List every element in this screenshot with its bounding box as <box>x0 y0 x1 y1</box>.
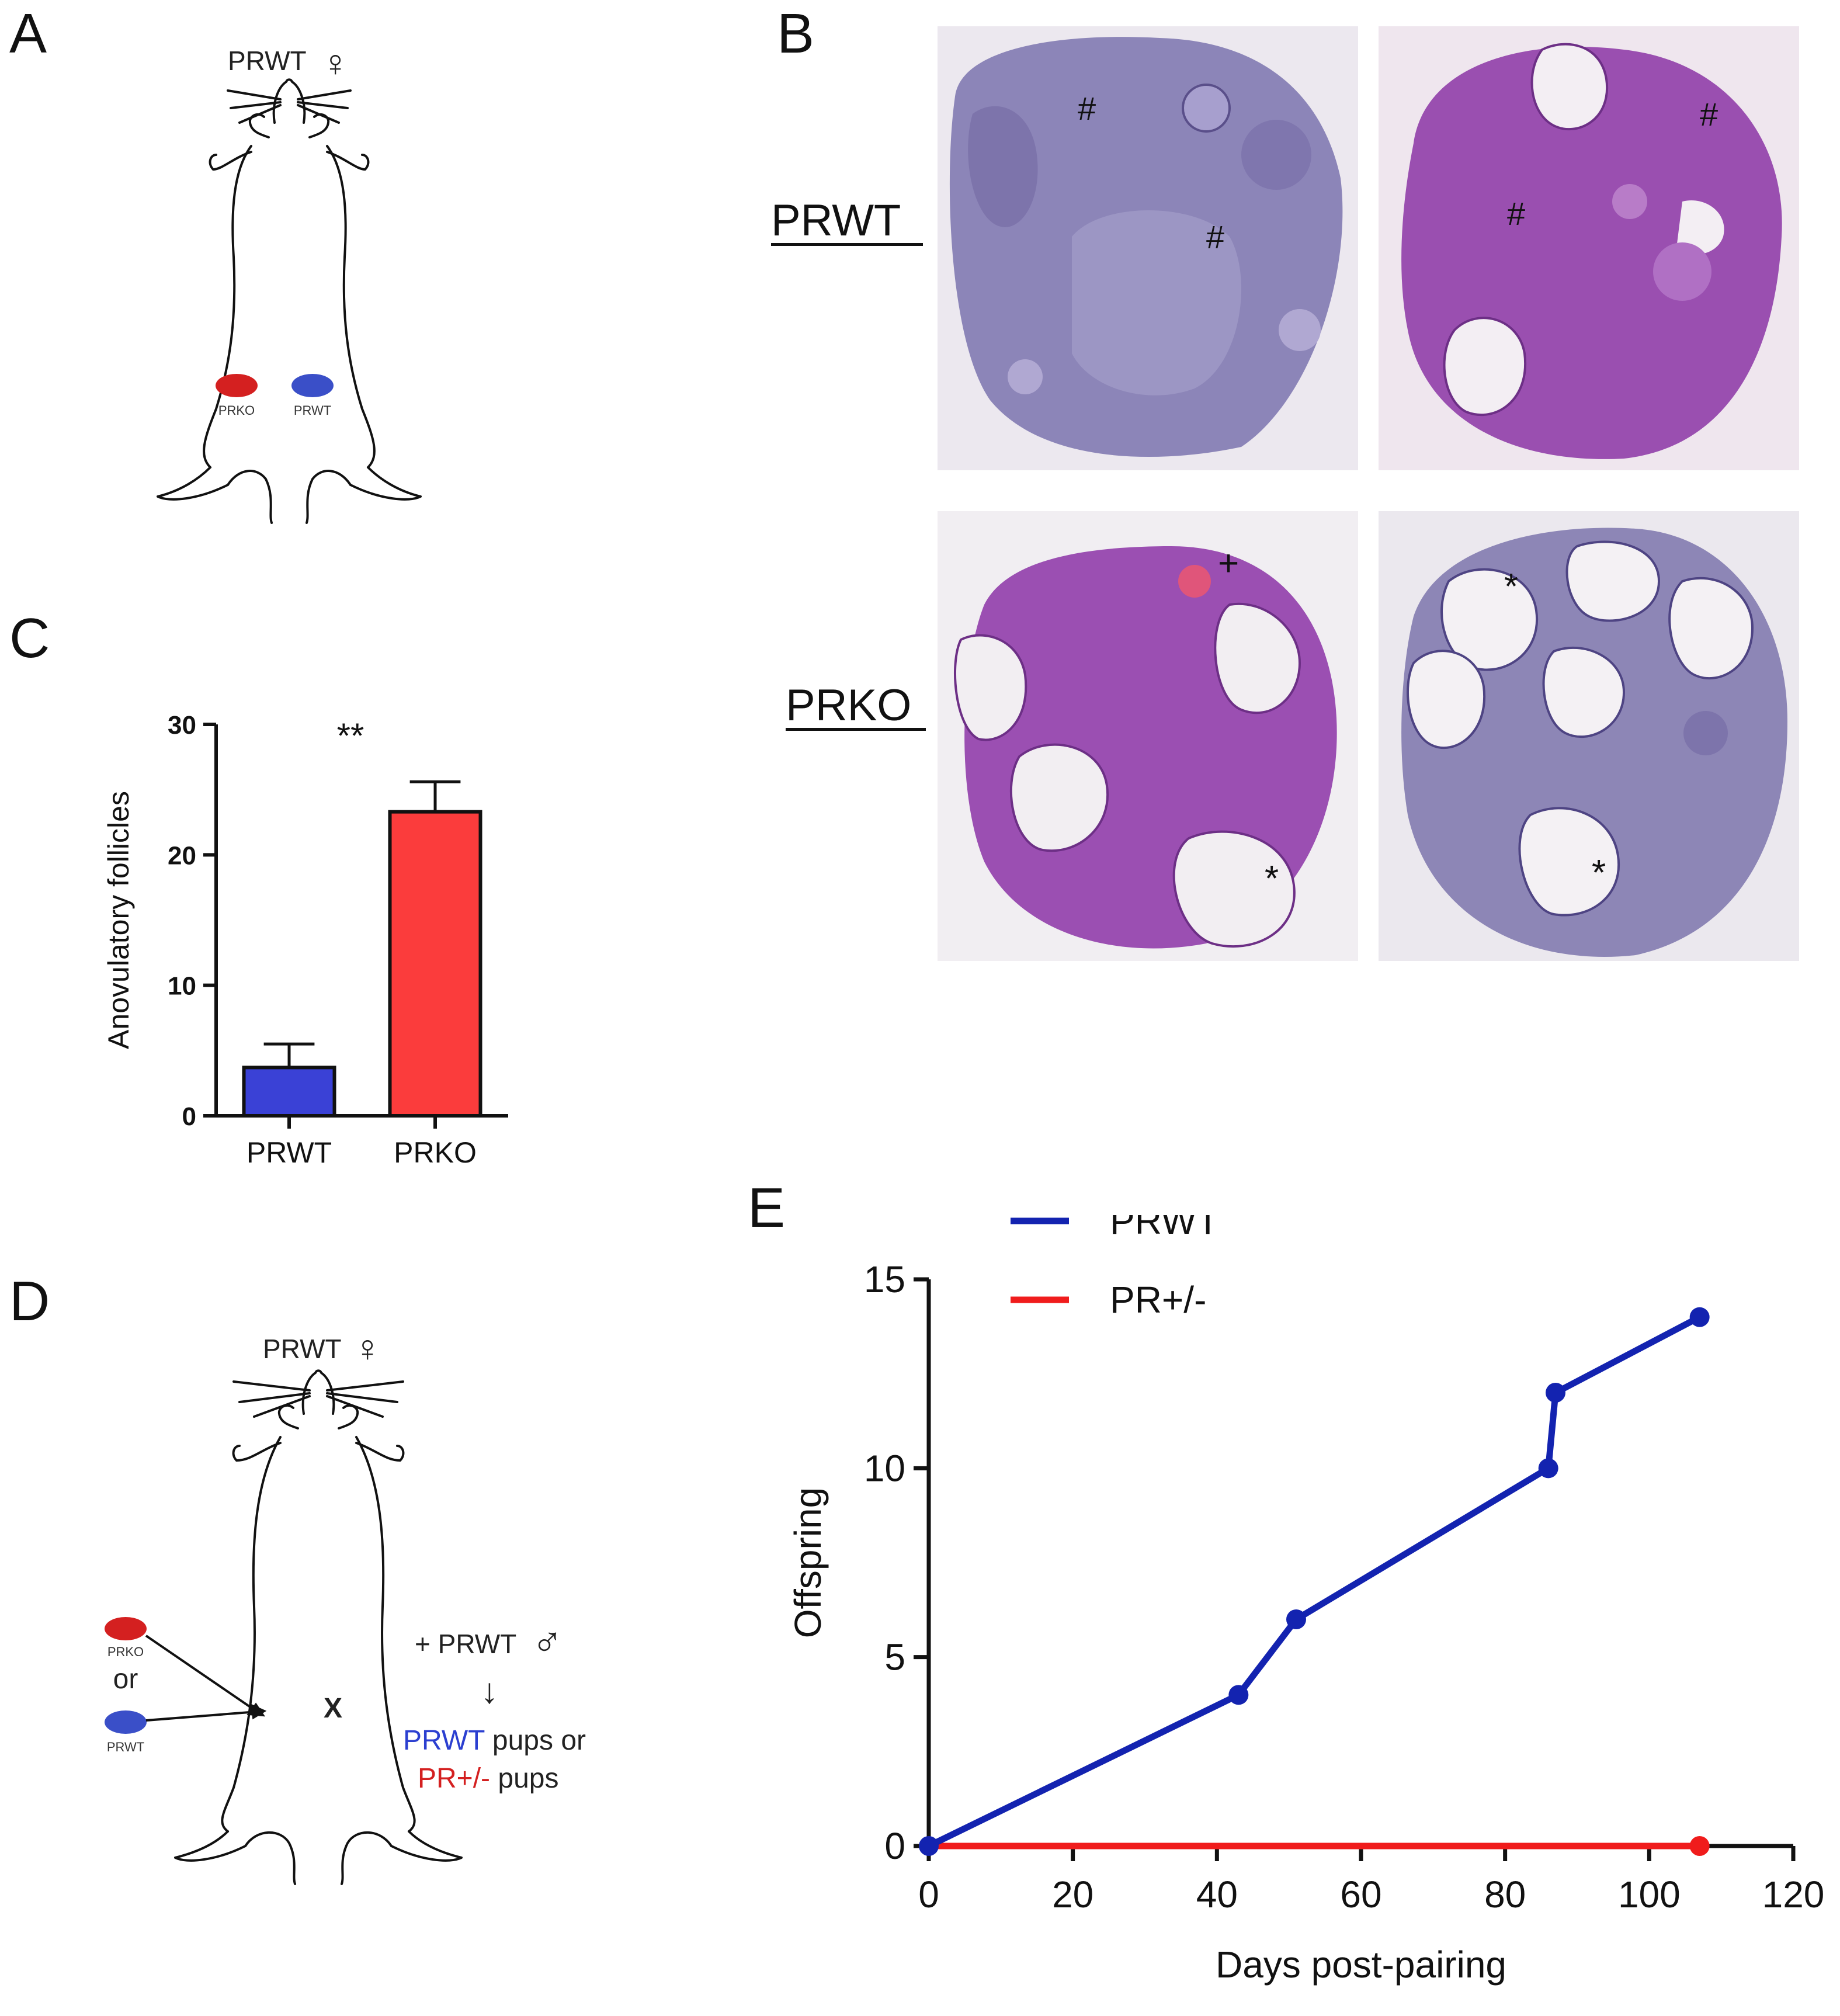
e-point-prwt <box>1228 1685 1249 1705</box>
bar-chart-significance: ** <box>337 716 364 755</box>
female-label-a: PRWT <box>228 46 307 76</box>
e-ytick-label: 5 <box>884 1636 905 1678</box>
panel-label-a: A <box>9 2 47 65</box>
outcome-prhet-colored: PR+/- <box>418 1763 490 1794</box>
marker-hash-2: # <box>1206 218 1224 255</box>
e-point-prwt <box>919 1836 939 1856</box>
line-chart-ylabel: Offspring <box>787 1487 829 1639</box>
e-xtick-label: 60 <box>1340 1873 1381 1916</box>
e-point-prwt <box>1286 1609 1306 1629</box>
e-point-prwt <box>1546 1383 1565 1403</box>
graft-prwt-ellipse-a <box>291 374 334 397</box>
e-xtick-label: 20 <box>1052 1873 1093 1916</box>
female-label-d: PRWT <box>263 1334 342 1364</box>
c-bar-prko <box>388 810 482 1118</box>
e-legend-label-prwt: PRWT <box>1110 1215 1219 1242</box>
male-symbol-d: ♂ <box>532 1619 563 1665</box>
row-label-prwt-underline: PRWT <box>771 199 923 246</box>
graft-prko-label-d: PRKO <box>107 1644 144 1659</box>
c-xtick-label: PRWT <box>247 1136 332 1169</box>
histology-prwt-left: # # <box>938 26 1358 470</box>
down-arrow-d: ↓ <box>481 1671 498 1710</box>
mouse-outline-a <box>157 78 422 524</box>
row-label-prko-underline: PRKO <box>786 683 926 731</box>
c-ytick-label: 0 <box>182 1102 196 1131</box>
cross-symbol-d: X <box>324 1693 342 1724</box>
outcome-line1-rest: pups or <box>485 1725 586 1756</box>
histology-prwt-right: # # <box>1379 26 1799 470</box>
panel-d-mouse-diagram: PRWT ♀ PRKO or PRWT X + PRWT ♂ ↓ PRWT pu… <box>105 1327 586 1885</box>
c-ytick-label: 10 <box>168 972 196 1001</box>
marker-hash-4: # <box>1507 195 1525 232</box>
outcome-prwt-colored: PRWT <box>403 1725 485 1756</box>
outcome-line-2: PR+/- pups <box>418 1763 558 1794</box>
male-label-d: + PRWT <box>415 1629 516 1659</box>
panel-label-b: B <box>777 2 815 65</box>
marker-hash-1: # <box>1078 90 1096 127</box>
marker-asterisk-3: * <box>1592 853 1606 893</box>
mouse-outline-d <box>174 1369 463 1885</box>
graft-prko-ellipse-d <box>105 1617 147 1640</box>
row-label-prko: PRKO <box>786 681 912 730</box>
e-ytick-label: 10 <box>864 1447 905 1489</box>
marker-asterisk-1: * <box>1265 859 1279 899</box>
outcome-line2-rest: pups <box>490 1763 558 1794</box>
bar-chart-anovulatory: 0 10 20 30 PRWT PRKO Anovulatory follicles ** <box>102 711 508 1169</box>
marker-hash-3: # <box>1700 96 1718 133</box>
e-xtick-label: 100 <box>1618 1873 1681 1916</box>
e-point-prwt <box>1689 1307 1710 1327</box>
female-symbol-d: ♀ <box>353 1327 381 1369</box>
e-series-line-prwt <box>927 1314 1702 1849</box>
line-chart-xlabel: Days post-pairing <box>1216 1944 1506 1986</box>
panel-a-mouse-diagram: PRKO PRWT PRWT ♀ <box>157 42 422 524</box>
graft-arrows-d <box>145 1635 267 1722</box>
female-symbol-a: ♀ <box>321 42 349 84</box>
histology-prko-right: * * <box>1379 511 1799 961</box>
e-point-prwt <box>1538 1458 1558 1479</box>
line-chart-offspring: 0 5 10 15 0 20 40 60 80 100 120 PRWT PR+/- Days post… <box>787 1215 1825 1986</box>
e-ytick-label: 15 <box>864 1258 905 1300</box>
graft-prko-ellipse-a <box>216 374 258 397</box>
graft-prwt-label-a: PRWT <box>294 403 331 418</box>
histology-prko-left: + * <box>938 511 1358 961</box>
row-label-prwt: PRWT <box>771 196 901 245</box>
panel-label-d: D <box>9 1270 50 1333</box>
c-bar-prwt <box>242 1066 336 1118</box>
panel-label-c: C <box>9 607 50 669</box>
e-xtick-label: 0 <box>918 1873 939 1916</box>
or-text-d: or <box>113 1664 138 1695</box>
bar-chart-ylabel: Anovulatory follicles <box>102 791 135 1049</box>
c-xtick-label: PRKO <box>394 1136 477 1169</box>
graft-prko-label-a: PRKO <box>218 403 255 418</box>
e-xtick-label: 120 <box>1762 1873 1825 1916</box>
marker-plus: + <box>1218 543 1239 584</box>
e-xtick-label: 80 <box>1484 1873 1526 1916</box>
marker-asterisk-2: * <box>1504 567 1518 607</box>
panel-label-e: E <box>748 1177 786 1239</box>
graft-prwt-ellipse-d <box>105 1710 147 1734</box>
c-ytick-label: 20 <box>168 841 196 870</box>
e-ytick-label: 0 <box>884 1825 905 1867</box>
c-ytick-label: 30 <box>168 711 196 740</box>
e-point-pr-het <box>1689 1836 1710 1856</box>
e-xtick-label: 40 <box>1196 1873 1238 1916</box>
outcome-line-1: PRWT pups or <box>403 1725 586 1756</box>
e-legend-label-pr-het: PR+/- <box>1110 1279 1206 1321</box>
graft-prwt-label-d: PRWT <box>107 1740 144 1754</box>
